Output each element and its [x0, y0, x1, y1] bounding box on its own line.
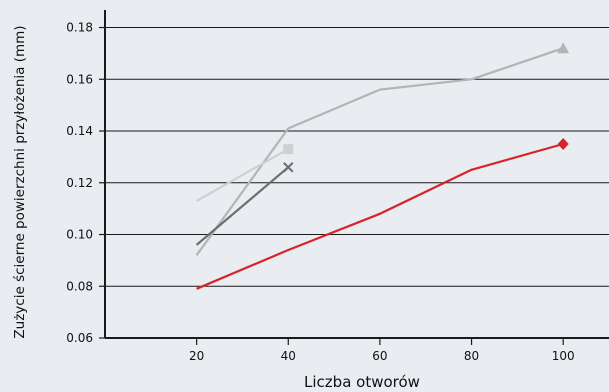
y-tick-label: 0.18 — [66, 21, 93, 35]
series-markers — [283, 42, 570, 173]
x-tick-label: 100 — [552, 349, 575, 363]
y-axis-ticks: 0.06 0.08 0.10 0.12 0.14 0.16 0.18 — [66, 21, 105, 345]
x-tick-label: 40 — [281, 349, 296, 363]
x-axis-ticks: 20 40 60 80 100 — [189, 338, 575, 363]
gridlines — [105, 27, 609, 287]
y-tick-label: 0.12 — [66, 176, 93, 190]
series-line-3 — [195, 166, 290, 246]
series-line-2 — [196, 148, 289, 202]
series-3-marker — [283, 162, 294, 173]
series-4-marker — [557, 137, 569, 150]
series-1-marker — [557, 42, 570, 54]
x-tick-label: 80 — [464, 349, 479, 363]
y-tick-label: 0.08 — [66, 279, 93, 293]
y-axis-title: Zużycie ścierne powierzchni przyłożenia … — [12, 25, 28, 338]
x-tick-label: 60 — [372, 349, 387, 363]
y-tick-label: 0.16 — [66, 72, 93, 86]
y-tick-label: 0.10 — [66, 228, 93, 242]
x-axis-title: Liczba otworów — [304, 373, 420, 391]
y-tick-label: 0.14 — [66, 124, 93, 138]
series-2-marker — [283, 144, 294, 155]
x-marker-stroke — [283, 162, 294, 173]
y-tick-label: 0.06 — [66, 331, 93, 345]
x-tick-label: 20 — [189, 349, 204, 363]
series-line-1 — [195, 47, 564, 256]
axes — [104, 10, 609, 339]
series-line-4 — [196, 142, 564, 290]
series-lines — [195, 47, 564, 290]
